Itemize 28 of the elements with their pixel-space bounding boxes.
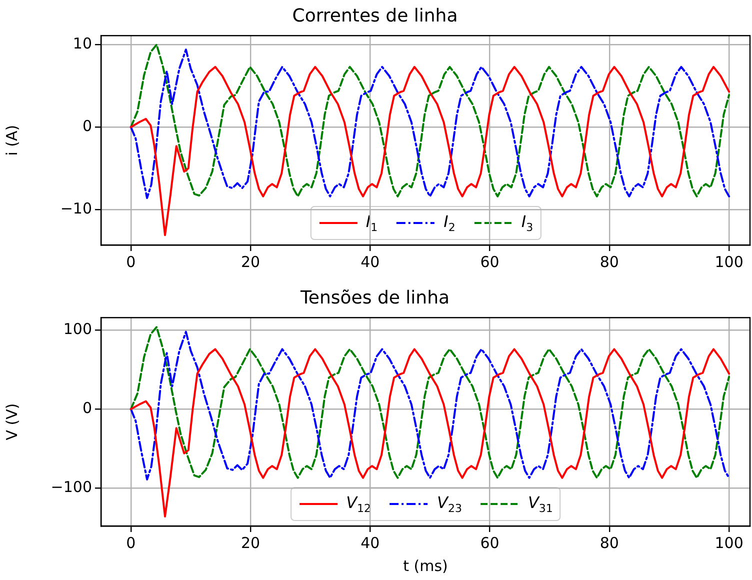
x-tick-label: 40 xyxy=(360,534,380,552)
x-tick-label: 80 xyxy=(600,252,619,271)
legend-label: V$_{12}$ xyxy=(346,492,372,516)
x-axis-title: t (ms) xyxy=(403,556,448,575)
x-tick-label: 40 xyxy=(360,252,380,271)
legend-label: I$_{3}$ xyxy=(521,212,534,234)
x-tick-label: 20 xyxy=(240,252,260,271)
y-tick-label: 10 xyxy=(72,34,92,53)
chart-title: Tensões de linha xyxy=(299,287,450,308)
y-tick-label: −100 xyxy=(50,478,92,496)
legend-label: V$_{31}$ xyxy=(528,492,553,516)
x-tick-label: 80 xyxy=(600,534,619,552)
legend-label: I$_{2}$ xyxy=(444,212,456,234)
x-tick-label: 100 xyxy=(714,252,744,271)
y-tick-label: 100 xyxy=(63,320,92,338)
x-tick-label: 100 xyxy=(714,534,744,552)
x-tick-label: 60 xyxy=(480,252,500,271)
chart-title: Correntes de linha xyxy=(292,5,458,26)
y-tick-label: 0 xyxy=(82,117,92,135)
y-axis-title: V (V) xyxy=(2,403,21,440)
y-tick-label: 0 xyxy=(82,399,92,418)
x-tick-label: 0 xyxy=(126,534,136,552)
y-tick-label: −10 xyxy=(60,199,92,218)
legend-label: V$_{23}$ xyxy=(437,492,462,516)
x-tick-label: 20 xyxy=(240,534,260,552)
x-tick-label: 0 xyxy=(126,252,136,271)
y-axis-title: i (A) xyxy=(2,124,21,156)
x-tick-label: 60 xyxy=(480,534,500,552)
